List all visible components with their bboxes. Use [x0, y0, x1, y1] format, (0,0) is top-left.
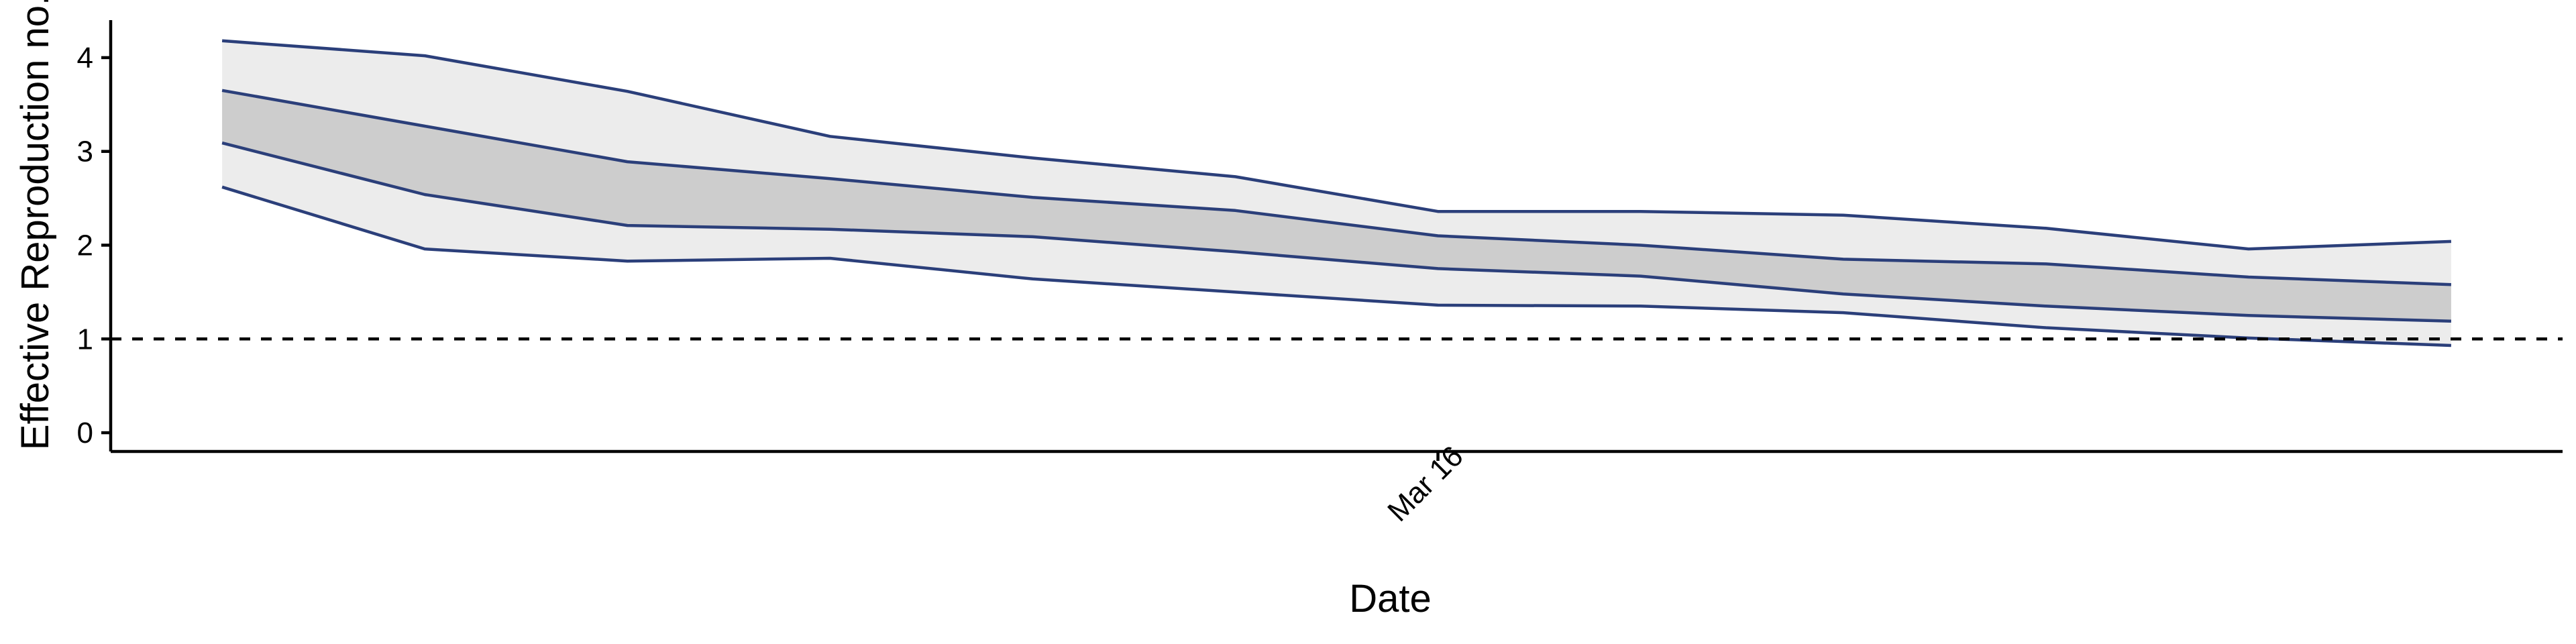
uncertainty-bands — [222, 40, 2451, 346]
y-axis-title: Effective Reproduction no. — [13, 0, 57, 450]
series-line-outer-upper — [221, 39, 2451, 251]
y-tick-label: 3 — [77, 136, 93, 168]
inner-band — [222, 90, 2451, 321]
y-axis-ticks: 0 1 2 3 4 — [77, 42, 111, 449]
series-line-inner-upper — [221, 89, 2451, 286]
series-line-outer-lower — [221, 185, 2451, 347]
series-line-inner-lower — [221, 141, 2451, 323]
x-axis-title: Date — [1349, 577, 1432, 621]
y-tick-label: 0 — [77, 417, 93, 449]
y-tick-label: 4 — [77, 42, 93, 74]
y-tick-label: 2 — [77, 229, 93, 262]
y-tick-label: 1 — [77, 323, 93, 356]
axes — [109, 20, 2563, 453]
series-lines — [221, 39, 2451, 347]
